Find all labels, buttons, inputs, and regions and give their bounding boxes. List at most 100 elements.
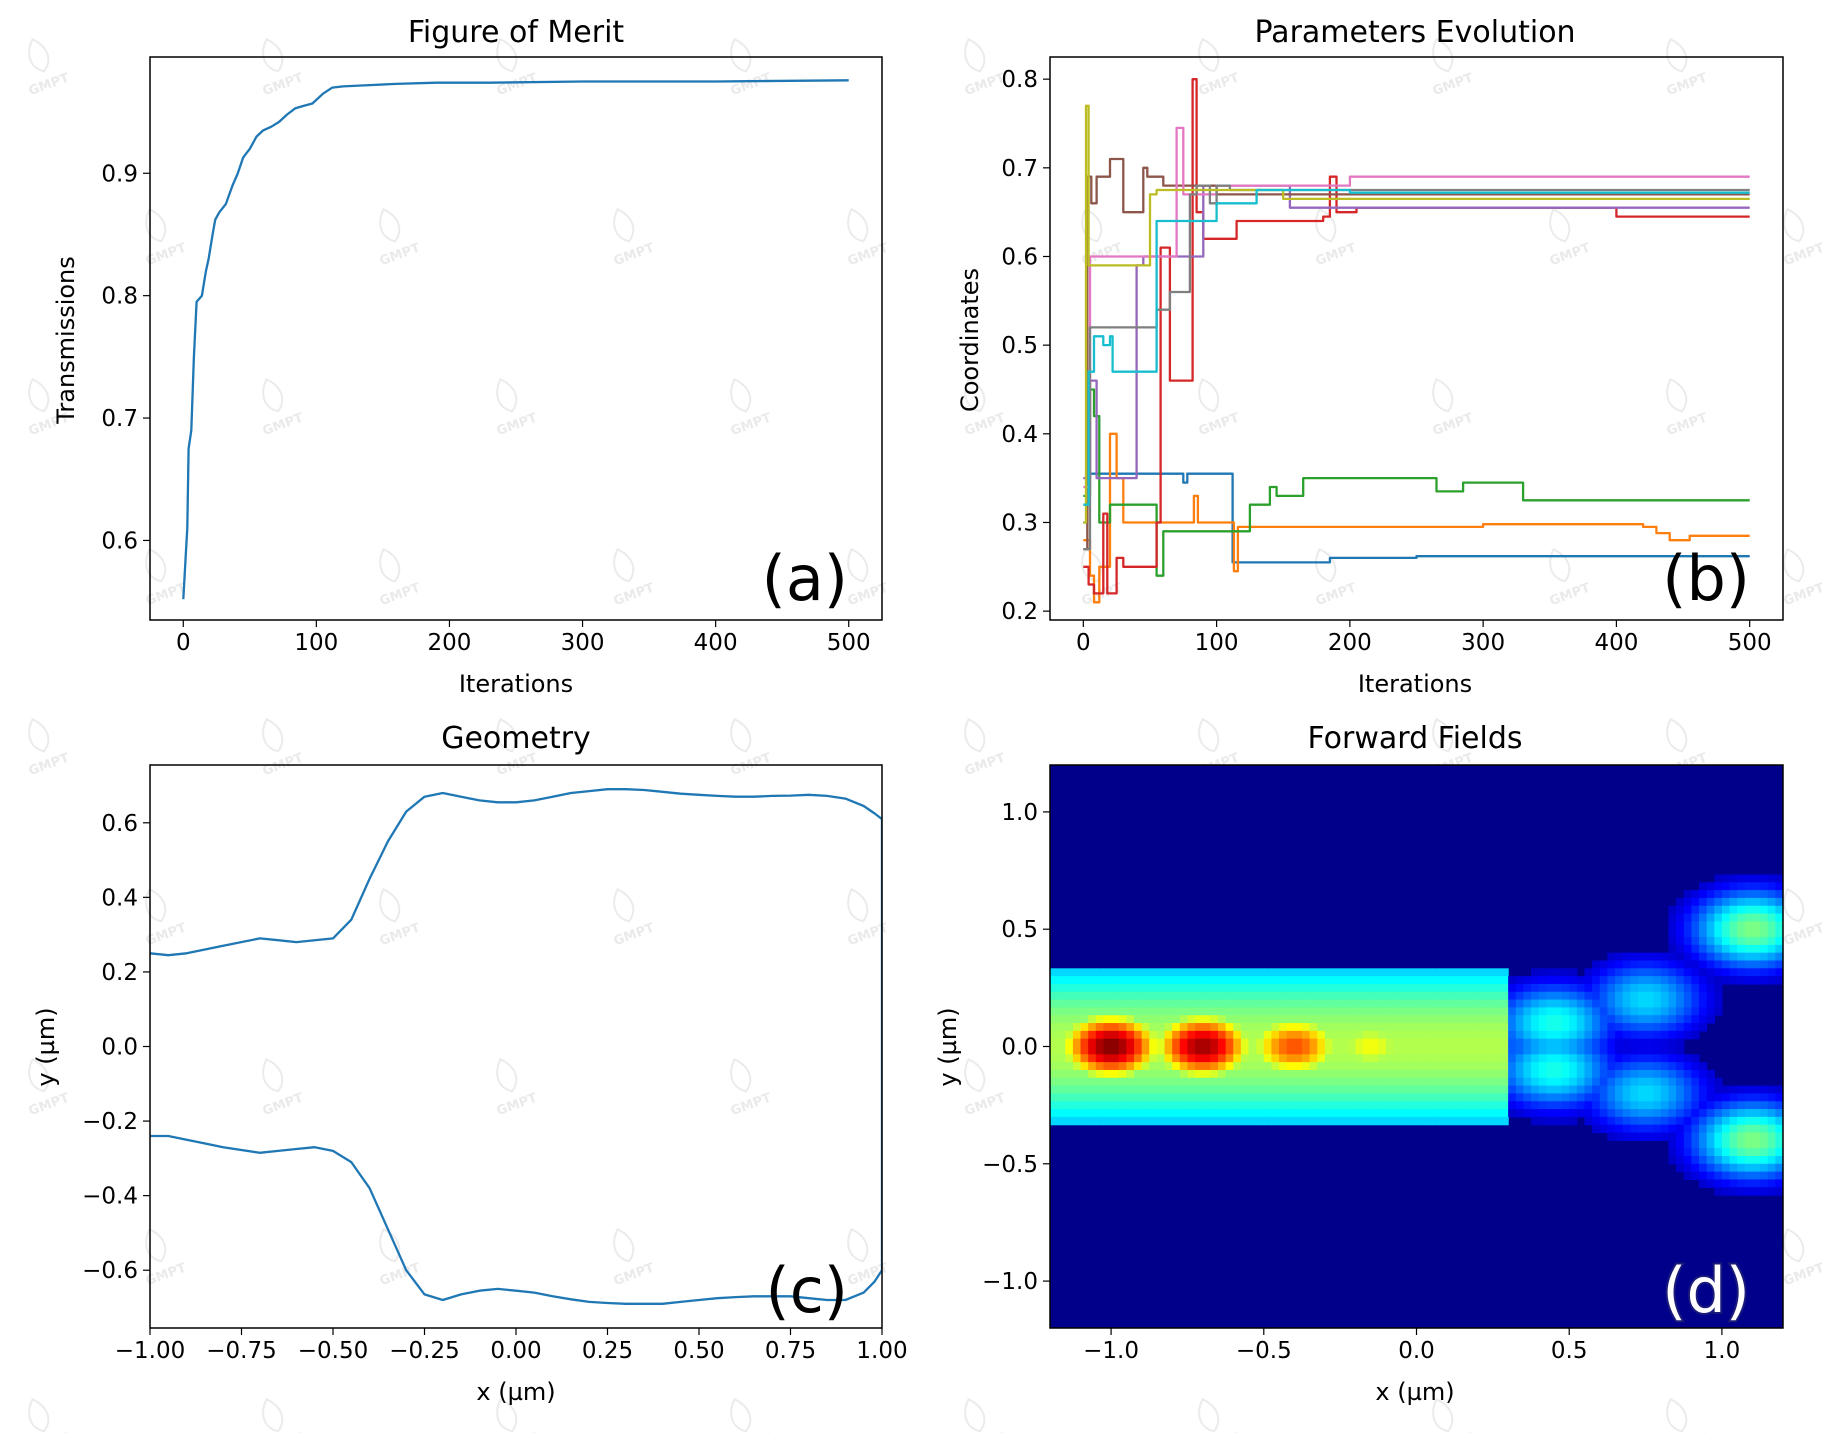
- heatmap-cell: [1309, 1062, 1318, 1071]
- heatmap-cell: [1699, 1023, 1708, 1032]
- heatmap-cell: [1744, 1101, 1754, 1110]
- heatmap-cell: [1210, 1038, 1219, 1048]
- heatmap-cell: [1553, 1015, 1563, 1024]
- heatmap-cell: [1240, 1085, 1250, 1095]
- heatmap-cell: [1706, 1015, 1715, 1024]
- heatmap-cell: [1118, 1062, 1127, 1071]
- heatmap-cell: [1515, 991, 1524, 1001]
- heatmap-cell: [1217, 1015, 1227, 1024]
- heatmap-cell: [1553, 1109, 1563, 1118]
- heatmap-cell: [1332, 1062, 1341, 1071]
- heatmap-cell: [1630, 1101, 1639, 1110]
- heatmap-cell: [1279, 968, 1288, 977]
- heatmap-cell: [1515, 1030, 1524, 1040]
- heatmap-cell: [1454, 976, 1463, 985]
- heatmap-cell: [1454, 1101, 1463, 1110]
- heatmap-cell: [1660, 1069, 1670, 1079]
- heatmap-cell: [1248, 991, 1257, 1001]
- heatmap-cell: [1546, 1062, 1555, 1071]
- watermark: GMPT: [612, 207, 656, 269]
- heatmap-cell: [1301, 1109, 1311, 1118]
- heatmap-cell: [1760, 944, 1769, 954]
- y-tick-label: 0.6: [101, 811, 138, 837]
- heatmap-cell: [1485, 1046, 1494, 1055]
- heatmap-cell: [1706, 1077, 1715, 1087]
- heatmap-cell: [1057, 1030, 1066, 1040]
- heatmap-cell: [1279, 1069, 1288, 1079]
- heatmap-cell: [1691, 897, 1700, 907]
- heatmap-cell: [1515, 1054, 1524, 1063]
- heatmap-cell: [1523, 1030, 1532, 1040]
- heatmap-cell: [1760, 897, 1769, 907]
- heatmap-cell: [1111, 1085, 1120, 1095]
- watermark: GMPT: [27, 717, 71, 779]
- panel-tag: (c): [766, 1254, 848, 1327]
- heatmap-cell: [1462, 1015, 1471, 1024]
- heatmap-cell: [1149, 1093, 1158, 1102]
- heatmap-cell: [1569, 1101, 1578, 1110]
- heatmap-cell: [1401, 1101, 1410, 1110]
- heatmap-cell: [1645, 1093, 1654, 1102]
- heatmap-cell: [1660, 1046, 1670, 1055]
- heatmap-cell: [1347, 1093, 1357, 1102]
- heatmap-cell: [1301, 1077, 1311, 1087]
- heatmap-cell: [1439, 1101, 1448, 1110]
- heatmap-cell: [1508, 991, 1517, 1001]
- heatmap-cell: [1691, 921, 1700, 930]
- heatmap-cell: [1065, 1030, 1074, 1040]
- heatmap-cell: [1103, 999, 1112, 1008]
- heatmap-cell: [1546, 1054, 1555, 1063]
- watermark: GMPT: [612, 887, 656, 949]
- heatmap-cell: [1706, 968, 1715, 977]
- heatmap-cell: [1630, 983, 1639, 993]
- heatmap-cell: [1706, 1124, 1715, 1134]
- heatmap-cell: [1706, 913, 1715, 922]
- heatmap-cell: [1538, 968, 1547, 977]
- heatmap-cell: [1240, 1062, 1250, 1071]
- heatmap-cell: [1401, 1054, 1410, 1063]
- y-axis-label: y (µm): [934, 1007, 962, 1086]
- heatmap-cell: [1622, 1116, 1631, 1126]
- heatmap-cell: [1767, 960, 1776, 969]
- heatmap-cell: [1210, 1069, 1219, 1079]
- heatmap-cell: [1691, 1093, 1700, 1102]
- heatmap-cell: [1653, 1124, 1662, 1134]
- heatmap-cell: [1156, 1077, 1166, 1087]
- heatmap-cell: [1118, 991, 1127, 1001]
- series-line-8: [1083, 184, 1750, 551]
- heatmap-cell: [1057, 999, 1066, 1008]
- heatmap-cell: [1469, 999, 1479, 1008]
- heatmap-cell: [1576, 1085, 1586, 1095]
- heatmap-cell: [1523, 1007, 1532, 1016]
- heatmap-cell: [1469, 1030, 1479, 1040]
- heatmap-cell: [1454, 1054, 1463, 1063]
- heatmap-cell: [1447, 1077, 1456, 1087]
- heatmap-cell: [1187, 1038, 1196, 1048]
- heatmap-cell: [1347, 1069, 1357, 1079]
- heatmap-cell: [1050, 1093, 1059, 1102]
- heatmap-cell: [1485, 976, 1494, 985]
- heatmap-cell: [1469, 1116, 1479, 1126]
- heatmap-cell: [1309, 1116, 1318, 1126]
- heatmap-cell: [1508, 1030, 1517, 1040]
- heatmap-cell: [1088, 991, 1097, 1001]
- heatmap-cell: [1508, 983, 1517, 993]
- heatmap-cell: [1240, 1054, 1250, 1063]
- heatmap-cell: [1508, 1085, 1517, 1095]
- heatmap-cell: [1508, 1101, 1517, 1110]
- watermark-text: GMPT: [1782, 241, 1827, 270]
- heatmap-cell: [1576, 1077, 1586, 1087]
- panel-title: Geometry: [441, 721, 591, 756]
- heatmap-cell: [1599, 1015, 1608, 1024]
- heatmap-cell: [1324, 991, 1334, 1001]
- heatmap-cell: [1164, 1054, 1173, 1063]
- heatmap-cell: [1599, 1116, 1608, 1126]
- heatmap-cell: [1309, 1038, 1318, 1048]
- heatmap-cell: [1660, 1109, 1670, 1118]
- heatmap-cell: [1126, 1062, 1135, 1071]
- heatmap-cell: [1103, 1015, 1112, 1024]
- heatmap-cell: [1447, 968, 1456, 977]
- watermark-drop-icon: [1198, 37, 1220, 73]
- heatmap-cell: [1378, 1023, 1387, 1032]
- heatmap-cell: [1332, 1093, 1341, 1102]
